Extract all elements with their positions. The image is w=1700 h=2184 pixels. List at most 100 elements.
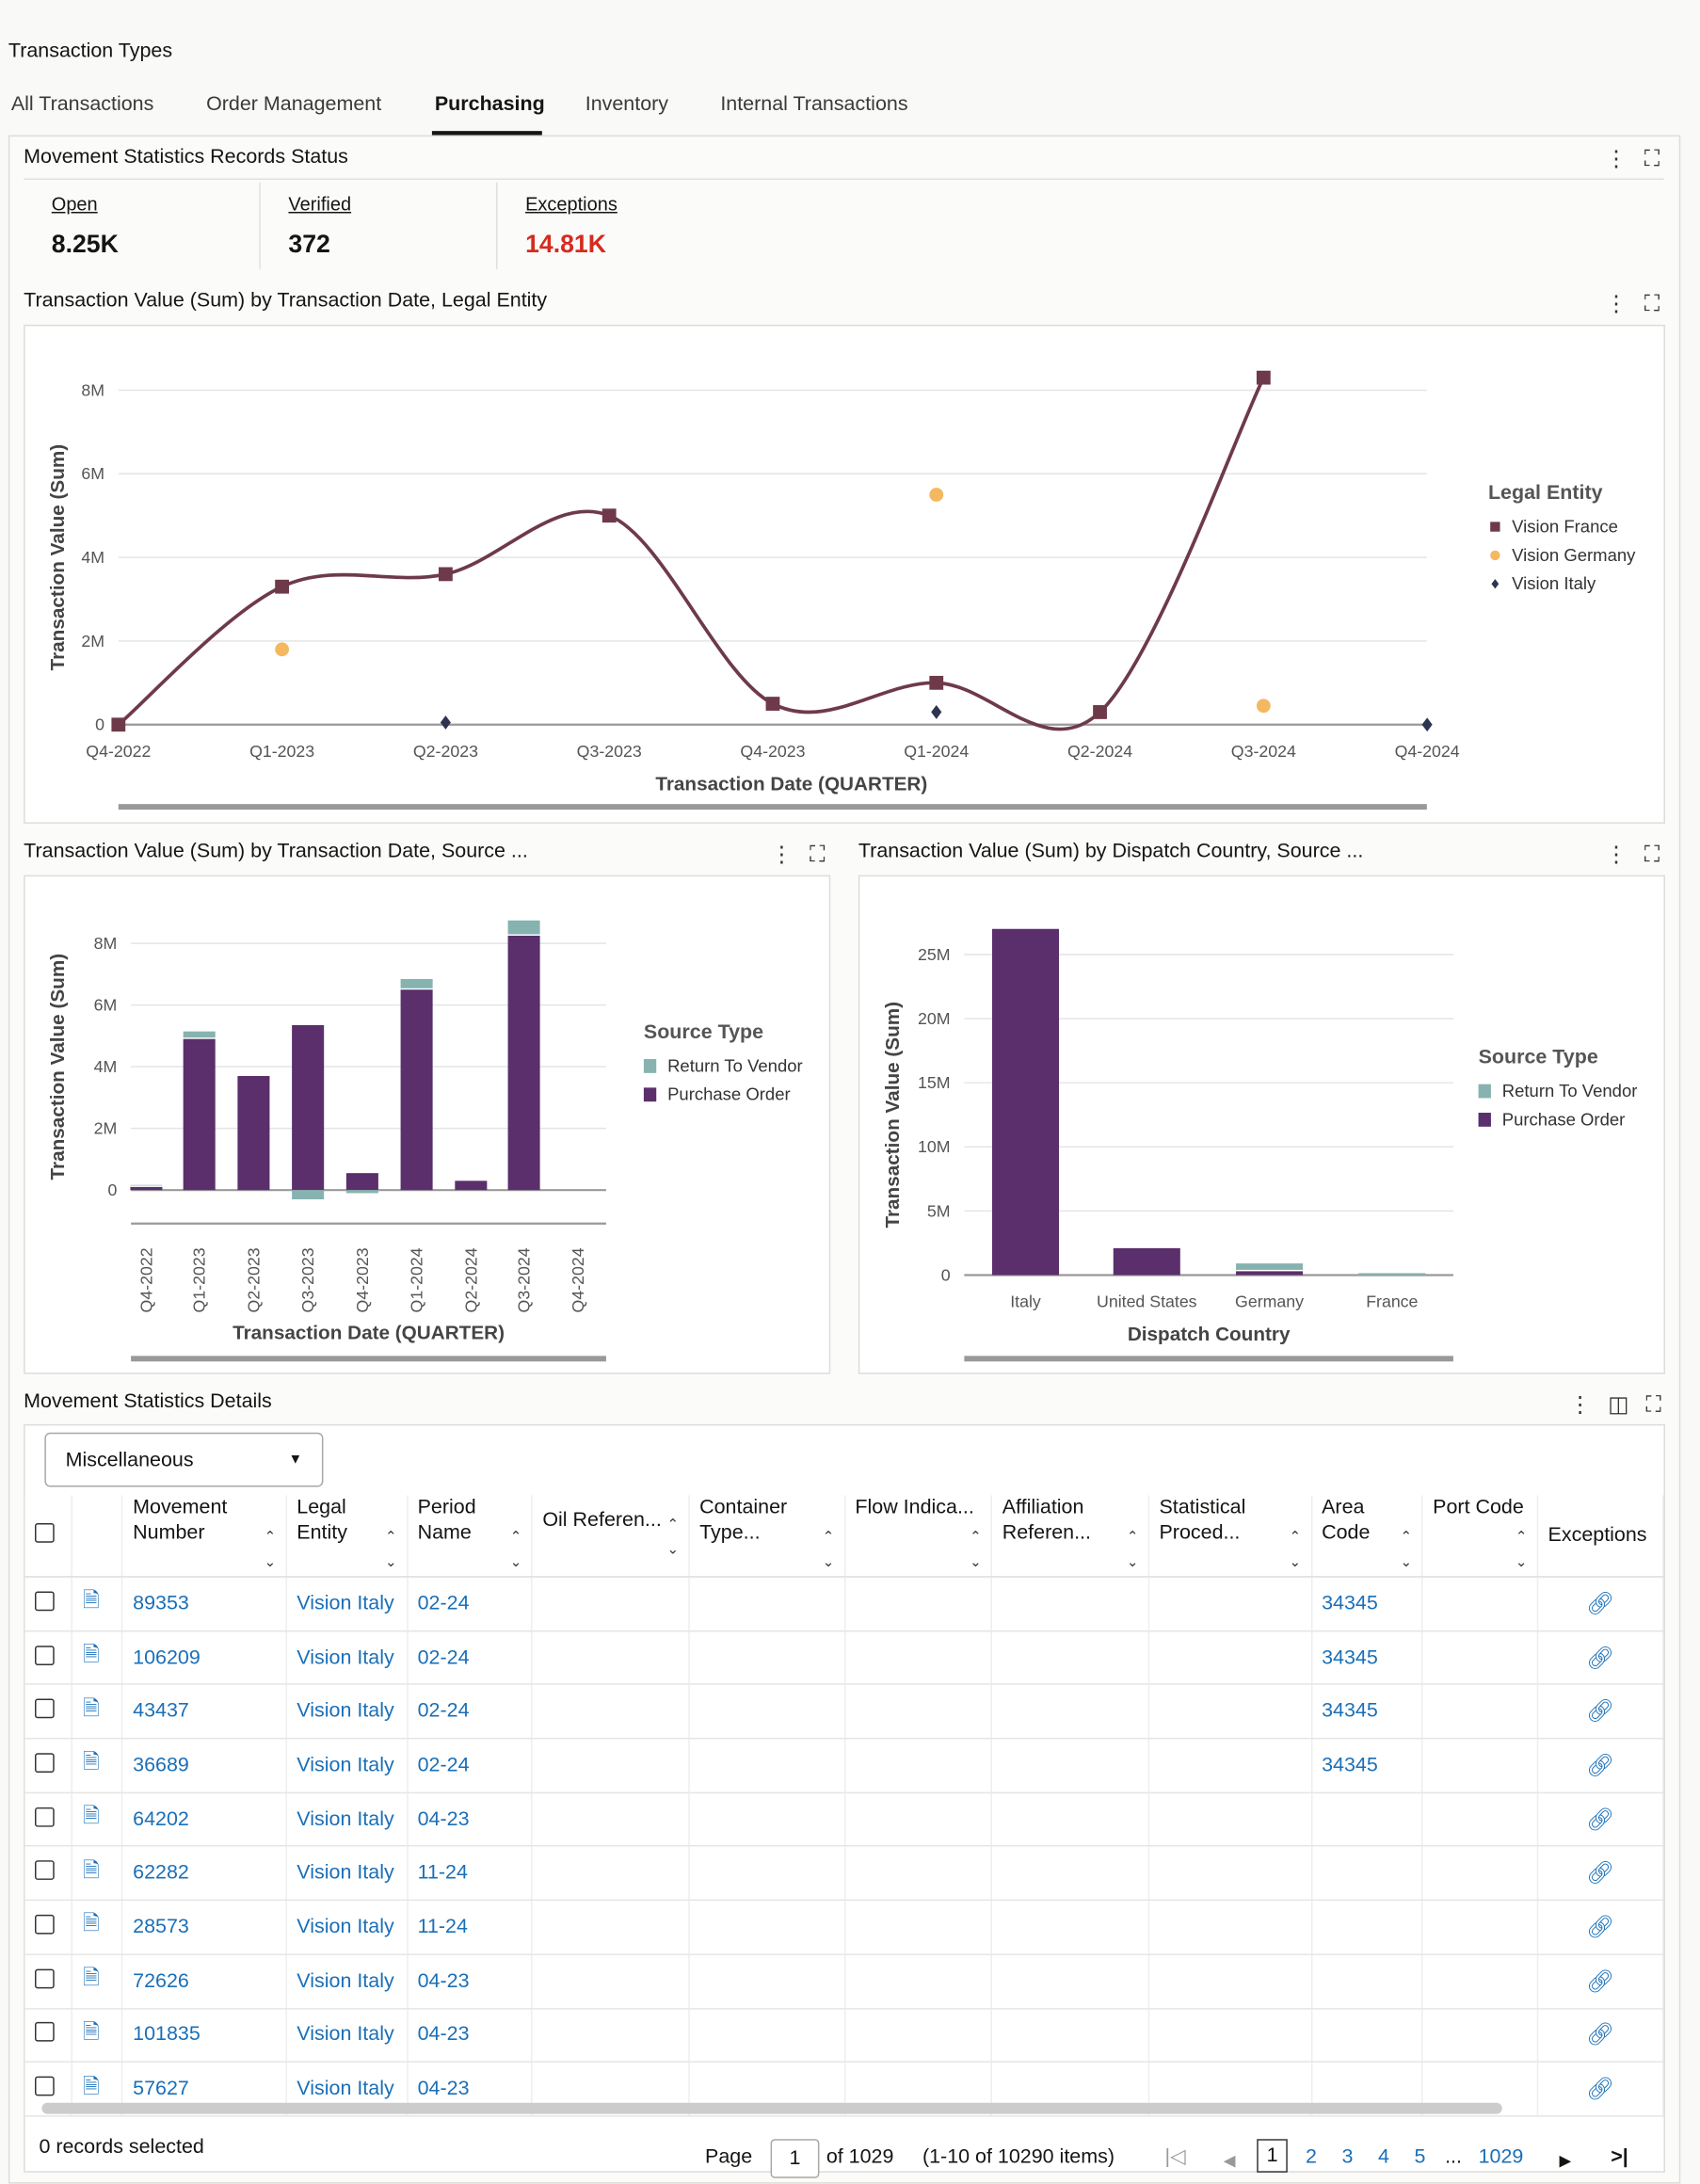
row-checkbox[interactable] [35,2022,55,2043]
maximize-icon[interactable]: ⛶ [1644,292,1677,317]
sort-icon[interactable]: ⌃ ⌄ [1126,1530,1139,1571]
panel-actions[interactable]: ⋮⛶ [771,841,842,869]
select-all-header[interactable] [24,1495,73,1578]
column-header-period-name[interactable]: Period Name ⌃ ⌄ [407,1495,533,1578]
exceptions-link-icon[interactable]: 🔗︎ [1537,1900,1664,1955]
page-link-1029[interactable]: 1029 [1478,2145,1524,2169]
prev-page-icon[interactable]: ◀ [1223,2153,1236,2170]
legal-entity-link[interactable]: Vision Italy [286,2008,409,2064]
area-code-link[interactable]: 34345 [1311,1630,1423,1686]
sort-icon[interactable]: ⌃ ⌄ [264,1530,277,1571]
page-input[interactable]: 1 [770,2139,820,2178]
period-name-link[interactable]: 02-24 [407,1630,533,1686]
more-icon[interactable]: ⋮ [1568,1393,1609,1418]
sort-icon[interactable]: ⌃ ⌄ [384,1530,397,1571]
kpi-open-link[interactable]: Open [51,193,98,215]
sort-icon[interactable]: ⌃ ⌄ [822,1530,835,1571]
sort-icon[interactable]: ⌃ ⌄ [1289,1530,1301,1571]
exceptions-link-icon[interactable]: 🔗︎ [1537,1846,1664,1902]
legal-entity-link[interactable]: Vision Italy [286,1630,409,1686]
area-code-link[interactable] [1311,2008,1423,2064]
area-code-link[interactable]: 34345 [1311,1684,1423,1740]
row-checkbox[interactable] [35,2076,55,2096]
exceptions-link-icon[interactable]: 🔗︎ [1537,1738,1664,1793]
kpi-exceptions-link[interactable]: Exceptions [525,193,617,215]
sort-icon[interactable]: ⌃ ⌄ [509,1530,522,1571]
column-header-affiliation-referen-[interactable]: Affiliation Referen... ⌃ ⌄ [991,1495,1150,1578]
view-detail-icon[interactable]: 🗎 [72,1738,123,1793]
more-icon[interactable]: ⋮ [1605,147,1644,172]
page-link-5[interactable]: 5 [1414,2145,1426,2169]
area-code-link[interactable] [1311,1846,1423,1902]
view-detail-icon[interactable]: 🗎 [72,1846,123,1902]
exceptions-link-icon[interactable]: 🔗︎ [1537,2008,1664,2064]
page-link-1[interactable]: 1 [1257,2139,1288,2173]
view-detail-icon[interactable]: 🗎 [72,1684,123,1740]
legal-entity-link[interactable]: Vision Italy [286,1846,409,1902]
period-name-link[interactable]: 02-24 [407,1576,533,1631]
period-name-link[interactable]: 02-24 [407,1684,533,1740]
row-checkbox[interactable] [35,1753,55,1773]
tab-all-transactions[interactable]: All Transactions [10,93,154,116]
legal-entity-link[interactable]: Vision Italy [286,1576,409,1631]
row-checkbox[interactable] [35,1968,55,1988]
period-name-link[interactable]: 11-24 [407,1846,533,1902]
movement-number-link[interactable]: 36689 [122,1738,287,1793]
last-page-icon[interactable]: >| [1611,2145,1628,2169]
kpi-verified-link[interactable]: Verified [288,193,352,215]
more-icon[interactable]: ⋮ [1605,843,1644,867]
panel-actions[interactable]: ⋮⛶ [1605,841,1676,869]
view-detail-icon[interactable]: 🗎 [72,2008,123,2064]
exceptions-link-icon[interactable]: 🔗︎ [1537,1684,1664,1740]
next-page-icon[interactable]: ▶ [1559,2153,1571,2170]
panel-actions[interactable]: ⋮⛶ [1605,290,1676,318]
exceptions-link-icon[interactable]: 🔗︎ [1537,1576,1664,1631]
column-header-container-type-[interactable]: Container Type... ⌃ ⌄ [689,1495,846,1578]
view-detail-icon[interactable]: 🗎 [72,1576,123,1631]
view-detail-icon[interactable]: 🗎 [72,1900,123,1955]
page-link-4[interactable]: 4 [1378,2145,1389,2169]
first-page-icon[interactable]: |◁ [1164,2145,1186,2169]
exceptions-link-icon[interactable]: 🔗︎ [1537,2062,1664,2117]
row-checkbox[interactable] [35,1807,55,1827]
period-name-link[interactable]: 04-23 [407,1792,533,1848]
area-code-link[interactable]: 34345 [1311,1576,1423,1631]
period-name-link[interactable]: 04-23 [407,2008,533,2064]
column-header-statistical-proced-[interactable]: Statistical Proced... ⌃ ⌄ [1148,1495,1312,1578]
column-header-movement-number[interactable]: Movement Number ⌃ ⌄ [122,1495,287,1578]
movement-number-link[interactable]: 62282 [122,1846,287,1902]
period-name-link[interactable]: 02-24 [407,1738,533,1793]
legal-entity-link[interactable]: Vision Italy [286,1900,409,1955]
row-checkbox[interactable] [35,1645,55,1665]
movement-number-link[interactable]: 72626 [122,1953,287,2009]
column-header-oil-referen-[interactable]: Oil Referen... ⌃ ⌄ [532,1495,690,1578]
period-name-link[interactable]: 11-24 [407,1900,533,1955]
column-header-exceptions[interactable]: Exceptions [1537,1495,1664,1578]
sort-icon[interactable]: ⌃ ⌄ [1400,1530,1412,1571]
row-checkbox[interactable] [35,1914,55,1935]
maximize-icon[interactable]: ⛶ [1644,147,1677,172]
legal-entity-link[interactable]: Vision Italy [286,1953,409,2009]
tab-purchasing[interactable]: Purchasing [434,93,545,116]
tab-internal-transactions[interactable]: Internal Transactions [720,93,908,116]
movement-number-link[interactable]: 106209 [122,1630,287,1686]
movement-number-link[interactable]: 101835 [122,2008,287,2064]
row-checkbox[interactable] [35,1698,55,1719]
panel-actions[interactable]: ⋮⛶ [1605,145,1676,173]
movement-number-link[interactable]: 89353 [122,1576,287,1631]
period-name-link[interactable]: 04-23 [407,1953,533,2009]
maximize-icon[interactable]: ⛶ [1644,843,1677,867]
select-all-checkbox[interactable] [35,1522,55,1542]
page-link-2[interactable]: 2 [1306,2145,1317,2169]
columns-icon[interactable]: ◫ [1608,1393,1646,1418]
more-icon[interactable]: ⋮ [1605,292,1644,317]
icon-column-header[interactable] [72,1495,123,1578]
tab-order-management[interactable]: Order Management [206,93,382,116]
sort-icon[interactable]: ⌃ ⌄ [970,1530,982,1571]
movement-number-link[interactable]: 64202 [122,1792,287,1848]
row-checkbox[interactable] [35,1860,55,1881]
column-header-flow-indica-[interactable]: Flow Indica... ⌃ ⌄ [844,1495,993,1578]
column-header-legal-entity[interactable]: Legal Entity ⌃ ⌄ [286,1495,409,1578]
legal-entity-link[interactable]: Vision Italy [286,1792,409,1848]
view-detail-icon[interactable]: 🗎 [72,1953,123,2009]
